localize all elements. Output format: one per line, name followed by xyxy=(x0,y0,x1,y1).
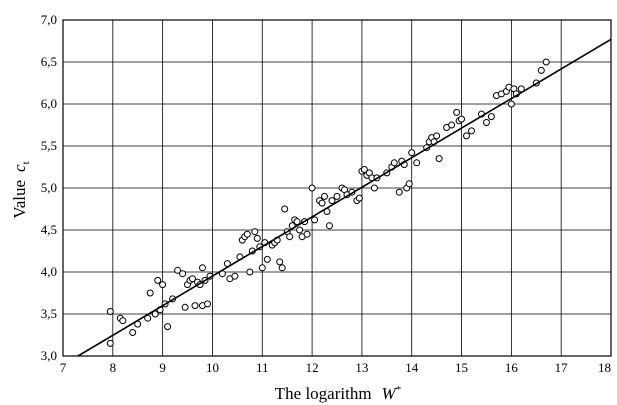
data-point xyxy=(326,222,333,230)
data-point xyxy=(321,192,328,200)
data-point xyxy=(408,149,416,157)
data-point xyxy=(159,281,167,289)
data-point xyxy=(199,264,206,272)
x-tick-label: 16 xyxy=(505,360,519,375)
data-point xyxy=(395,188,403,196)
data-point xyxy=(458,115,465,123)
data-point xyxy=(106,308,114,315)
data-point xyxy=(542,58,550,66)
x-axis-symbol: W xyxy=(382,384,398,403)
data-point xyxy=(448,121,456,129)
y-tick-label: 4,5 xyxy=(41,222,57,237)
data-point xyxy=(293,218,301,226)
y-tick-label: 4,0 xyxy=(41,264,57,279)
data-point xyxy=(390,159,398,167)
data-point xyxy=(204,300,211,308)
y-axis-symbol: c xyxy=(10,164,29,172)
x-axis-ticks: 7 8 9 10 11 12 13 14 15 16 17 18 xyxy=(60,360,611,375)
y-tick-label: 6,5 xyxy=(41,54,57,69)
data-point xyxy=(433,132,441,140)
data-point xyxy=(308,184,316,192)
x-tick-label: 14 xyxy=(405,360,419,375)
data-point xyxy=(246,268,254,276)
data-point xyxy=(179,270,187,278)
y-tick-label: 3,0 xyxy=(41,348,57,363)
y-tick-label: 7,0 xyxy=(41,12,57,27)
x-tick-label: 17 xyxy=(555,360,569,375)
y-tick-label: 5,5 xyxy=(41,138,57,153)
x-tick-label: 9 xyxy=(159,360,166,375)
x-tick-label: 13 xyxy=(355,360,368,375)
data-point xyxy=(258,264,266,272)
data-point xyxy=(435,155,443,163)
data-point xyxy=(333,192,341,200)
data-point xyxy=(468,127,475,135)
y-axis-symbol-sub: t xyxy=(20,161,32,164)
data-point xyxy=(405,180,413,188)
data-point xyxy=(164,323,172,331)
data-point xyxy=(243,230,251,238)
x-tick-label: 10 xyxy=(206,360,219,375)
data-point xyxy=(251,228,259,236)
data-point xyxy=(129,329,137,336)
data-point xyxy=(154,276,162,284)
data-point xyxy=(119,317,127,325)
x-tick-label: 15 xyxy=(455,360,468,375)
data-point xyxy=(453,108,461,116)
grid xyxy=(62,19,612,357)
data-points xyxy=(106,58,550,347)
data-point xyxy=(278,264,286,272)
y-tick-label: 5,0 xyxy=(41,180,57,195)
data-point xyxy=(253,234,261,242)
x-axis-label-text: The logarithm xyxy=(275,384,372,403)
data-point xyxy=(174,266,182,274)
plot-frame xyxy=(62,19,612,357)
x-tick-label: 11 xyxy=(256,360,269,375)
y-axis-ticks: 3,0 3,5 4,0 4,5 5,0 5,5 6,0 6,5 7,0 xyxy=(41,12,57,363)
data-point xyxy=(413,159,421,167)
data-point xyxy=(355,194,363,202)
data-point xyxy=(296,226,304,234)
x-tick-label: 12 xyxy=(306,360,319,375)
data-point xyxy=(487,113,495,121)
data-point xyxy=(191,302,199,310)
data-point xyxy=(328,197,336,205)
trend-line xyxy=(77,38,612,357)
data-point xyxy=(303,230,311,238)
data-point xyxy=(181,303,189,311)
data-point xyxy=(318,199,326,207)
x-axis-label: The logarithm W* xyxy=(275,384,401,403)
data-point xyxy=(276,258,284,266)
data-point xyxy=(189,275,196,283)
x-tick-label: 8 xyxy=(110,360,117,375)
data-point xyxy=(360,166,368,173)
data-point xyxy=(106,339,114,347)
x-tick-label: 18 xyxy=(598,360,611,375)
data-point xyxy=(311,216,319,224)
data-point xyxy=(537,66,545,74)
data-point xyxy=(463,132,470,140)
data-point xyxy=(146,289,154,297)
y-tick-label: 3,5 xyxy=(41,306,57,321)
data-point xyxy=(231,272,239,280)
data-point xyxy=(507,100,515,108)
data-point xyxy=(483,119,490,126)
data-point xyxy=(281,205,289,213)
y-axis-label-text: Value xyxy=(10,180,29,219)
x-tick-label: 7 xyxy=(60,360,67,375)
data-point xyxy=(263,255,271,263)
data-point xyxy=(286,233,294,241)
y-tick-label: 6,0 xyxy=(41,96,57,111)
data-point xyxy=(370,184,378,192)
y-axis-label: Value ct xyxy=(10,161,32,218)
x-axis-symbol-sub: * xyxy=(396,384,402,396)
